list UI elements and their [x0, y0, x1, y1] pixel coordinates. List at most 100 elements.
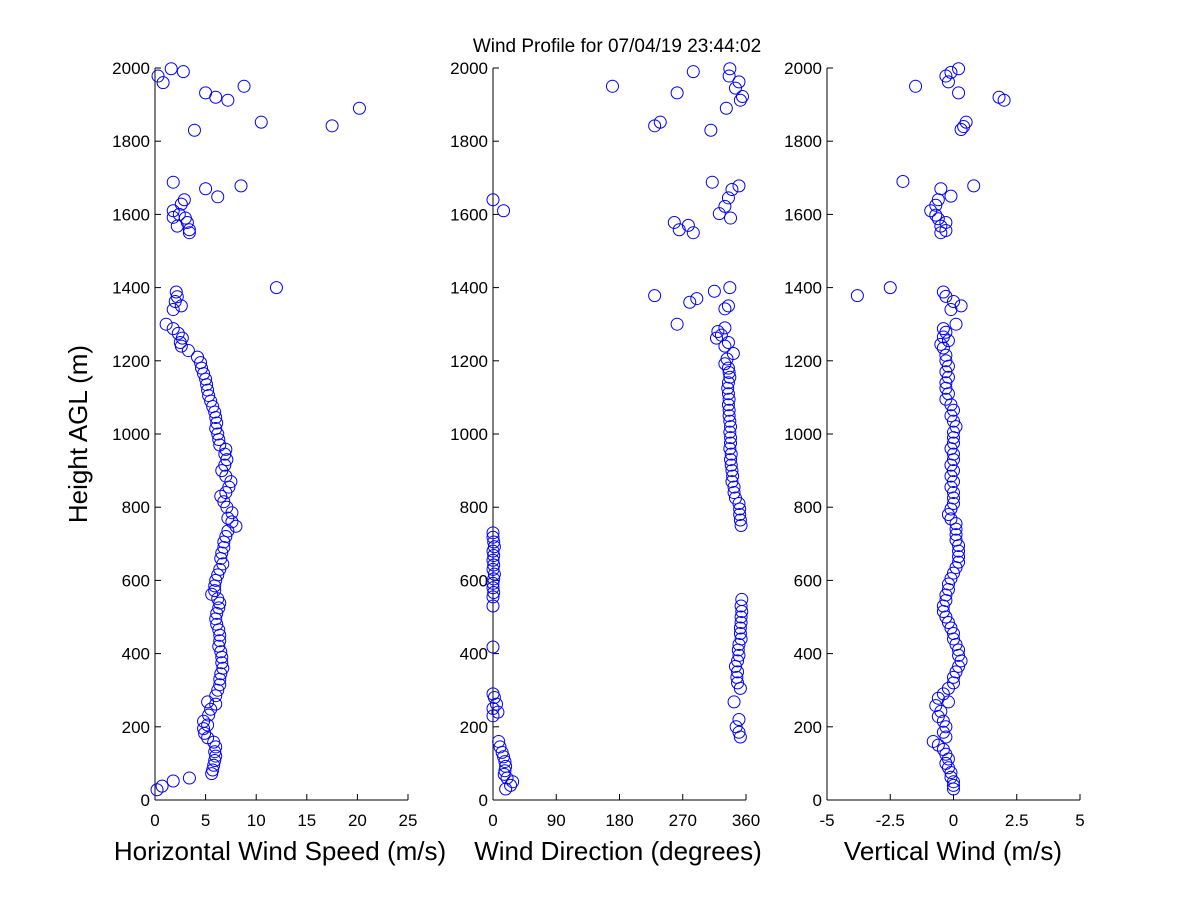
- data-point: [486, 530, 500, 544]
- y-tick-label: 1600: [784, 205, 822, 224]
- data-point: [732, 179, 746, 193]
- y-tick-label: 400: [794, 645, 822, 664]
- data-point: [174, 339, 188, 353]
- data-point: [208, 753, 222, 767]
- data-point: [493, 740, 507, 754]
- data-point: [497, 204, 511, 218]
- data-point: [725, 475, 739, 489]
- x-tick-label: 0: [488, 811, 497, 830]
- data-point: [734, 519, 748, 532]
- data-point: [733, 508, 747, 522]
- data-point: [490, 697, 504, 711]
- x-tick-label: -5: [819, 811, 834, 830]
- data-point: [207, 758, 221, 772]
- data-point: [681, 218, 695, 232]
- data-point: [947, 491, 960, 505]
- x-axis-label: Vertical Wind (m/s): [844, 836, 1062, 866]
- data-point: [952, 539, 966, 553]
- data-point: [997, 93, 1011, 107]
- data-point: [949, 522, 963, 536]
- data-point: [934, 219, 948, 233]
- data-point: [709, 331, 723, 345]
- data-point: [486, 562, 500, 576]
- data-point: [733, 626, 747, 640]
- data-point: [724, 447, 738, 461]
- data-point: [733, 502, 747, 516]
- data-point: [718, 339, 732, 353]
- y-tick-label: 400: [460, 645, 488, 664]
- data-point: [648, 289, 662, 303]
- data-point: [667, 215, 681, 229]
- data-point: [934, 337, 948, 351]
- data-point: [174, 299, 188, 313]
- data-point: [735, 90, 749, 104]
- data-point: [939, 756, 953, 770]
- data-point: [723, 281, 737, 295]
- data-point: [725, 183, 739, 197]
- data-point: [210, 606, 224, 620]
- x-tick-label: 5: [201, 811, 210, 830]
- data-point: [486, 544, 500, 558]
- data-point: [936, 285, 950, 299]
- data-point: [719, 101, 733, 115]
- data-point: [156, 76, 170, 90]
- figure-title: Wind Profile for 07/04/19 23:44:02: [473, 36, 761, 57]
- data-point: [936, 322, 950, 336]
- horizontal-wind-speed-panel: 0 200 400 600 800 1000 1200 1400 1600 1800 2000 0 5 1…: [63, 59, 446, 866]
- data-point: [724, 431, 738, 445]
- data-point: [722, 392, 736, 406]
- x-tick-label: 15: [297, 811, 316, 830]
- data-point: [947, 486, 960, 500]
- data-point: [325, 119, 339, 133]
- data-point: [204, 702, 218, 716]
- data-point: [724, 458, 738, 472]
- vertical-wind-panel: 0 200 400 600 800 1000 1200 1400 1600 1800 2000 -5 -…: [784, 59, 1085, 866]
- data-point: [711, 325, 725, 339]
- data-point: [215, 656, 229, 670]
- data-point: [166, 204, 180, 218]
- data-point: [733, 621, 747, 635]
- data-point: [939, 289, 953, 303]
- data-point: [722, 409, 736, 423]
- y-tick-label: 800: [460, 498, 488, 517]
- data-point: [487, 535, 501, 549]
- data-point: [208, 584, 222, 598]
- data-point: [229, 519, 243, 533]
- data-point: [209, 573, 223, 587]
- data-point: [721, 361, 735, 375]
- data-point: [487, 567, 501, 581]
- data-point: [967, 179, 981, 193]
- data-point: [497, 750, 511, 764]
- data-point: [726, 469, 740, 483]
- data-point: [733, 513, 747, 527]
- data-point: [718, 302, 732, 316]
- data-point: [712, 207, 726, 221]
- data-point: [486, 193, 500, 207]
- data-point: [487, 691, 501, 705]
- data-point: [947, 775, 960, 789]
- data-point: [718, 357, 732, 371]
- data-point: [723, 370, 737, 384]
- y-tick-label: 1600: [112, 205, 150, 224]
- data-point: [605, 79, 619, 93]
- data-point: [732, 75, 746, 89]
- data-point: [225, 515, 239, 529]
- data-point: [166, 774, 180, 788]
- data-point: [151, 69, 165, 83]
- data-point: [941, 695, 955, 709]
- data-point: [486, 599, 500, 613]
- data-point: [734, 599, 748, 613]
- data-point: [174, 197, 188, 211]
- data-point: [733, 681, 747, 695]
- data-point: [947, 670, 960, 684]
- data-point: [909, 79, 923, 93]
- data-point: [221, 93, 235, 107]
- data-point: [208, 405, 222, 419]
- data-point: [486, 526, 500, 540]
- data-point: [686, 65, 700, 79]
- data-point: [176, 65, 190, 79]
- data-point: [219, 442, 233, 456]
- y-tick-label: 1200: [112, 352, 150, 371]
- data-point: [171, 326, 185, 340]
- data-point: [722, 366, 736, 380]
